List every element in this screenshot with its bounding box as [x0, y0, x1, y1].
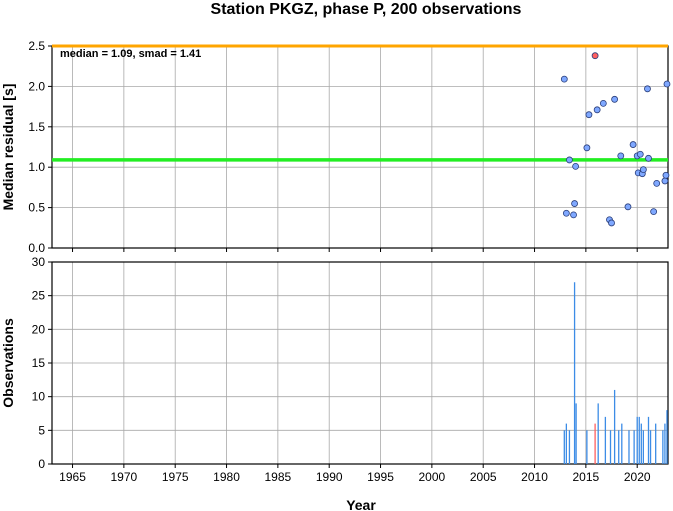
x-tick-label: 2010	[521, 470, 548, 484]
data-point	[644, 85, 651, 93]
y-axis-label-residual: Median residual [s]	[0, 84, 16, 211]
x-tick-label: 1965	[59, 470, 86, 484]
data-point	[570, 211, 577, 219]
y-tick-label: 15	[32, 356, 46, 370]
data-point	[593, 106, 601, 114]
x-tick-label: 2020	[624, 470, 651, 484]
x-tick-label: 2015	[573, 470, 600, 484]
data-point	[611, 95, 619, 103]
plot-frame	[51, 45, 669, 249]
y-tick-label: 10	[32, 390, 46, 404]
data-point	[571, 200, 578, 207]
data-point	[639, 166, 647, 174]
y-tick-label: 0.0	[28, 241, 45, 255]
data-point	[663, 80, 671, 88]
y-tick-label: 20	[32, 322, 46, 336]
outlier-point	[591, 52, 599, 60]
data-point	[653, 179, 661, 187]
data-point	[572, 162, 579, 170]
x-tick-label: 1970	[111, 470, 138, 484]
data-point	[585, 111, 593, 119]
data-point	[645, 154, 652, 162]
data-point	[608, 219, 615, 227]
data-point	[599, 99, 607, 107]
y-tick-label: 5	[38, 423, 45, 437]
data-point	[662, 171, 670, 179]
x-tick-label: 1975	[162, 470, 189, 484]
plot-frame	[51, 261, 669, 465]
data-point	[562, 209, 570, 217]
residual-panel: 0.0 0.5 1.0 1.5 2.0 2.5	[28, 39, 671, 255]
y-tick-label: 2.0	[28, 79, 45, 93]
data-point	[566, 156, 573, 164]
y-tick-label: 1.0	[28, 160, 45, 174]
observations-panel: 1965 1970 1975 1980 1985 1990 1995 2000 2005 2010…	[32, 255, 669, 484]
x-tick-label: 1980	[213, 470, 240, 484]
y-tick-label: 0	[38, 457, 45, 471]
data-point	[650, 208, 658, 216]
x-tick-label: 2000	[419, 470, 446, 484]
stats-annotation: median = 1.09, smad = 1.41	[60, 48, 201, 60]
y-tick-label: 30	[32, 255, 46, 269]
y-tick-label: 25	[32, 289, 46, 303]
x-tick-label: 1990	[316, 470, 343, 484]
x-tick-label: 1995	[367, 470, 394, 484]
data-point	[629, 141, 637, 148]
y-tick-label: 1.5	[28, 120, 45, 134]
data-point	[624, 203, 632, 211]
x-axis-label: Year	[346, 497, 376, 511]
chart-title: Station PKGZ, phase P, 200 observations	[211, 1, 522, 18]
y-tick-label: 2.5	[28, 39, 45, 53]
x-tick-label: 1985	[265, 470, 292, 484]
y-axis-label-observations: Observations	[0, 318, 16, 408]
data-point	[661, 177, 669, 185]
data-point	[583, 144, 591, 152]
x-tick-label: 2005	[470, 470, 497, 484]
data-point	[636, 150, 644, 158]
y-tick-label: 0.5	[28, 201, 45, 215]
data-point	[560, 75, 568, 83]
data-point	[617, 152, 625, 160]
